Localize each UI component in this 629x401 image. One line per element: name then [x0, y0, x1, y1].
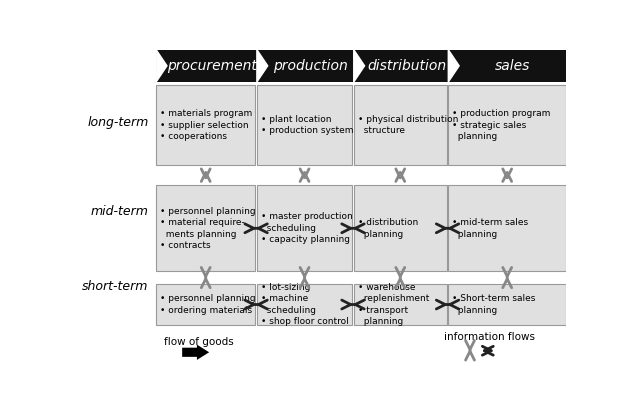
- Bar: [448, 185, 566, 271]
- Bar: [353, 284, 447, 325]
- Bar: [156, 85, 255, 165]
- Polygon shape: [257, 50, 268, 82]
- Text: mid-term: mid-term: [91, 205, 148, 218]
- Bar: [257, 284, 352, 325]
- Bar: [257, 85, 352, 165]
- Text: • plant location
• production system: • plant location • production system: [261, 115, 353, 136]
- Polygon shape: [156, 50, 167, 82]
- Text: production: production: [274, 59, 348, 73]
- Text: • physical distribution
  structure: • physical distribution structure: [358, 115, 458, 136]
- Text: flow of goods: flow of goods: [164, 337, 233, 347]
- Bar: [156, 50, 566, 82]
- Text: • warehouse
  replenishment
• transport
  planning: • warehouse replenishment • transport pl…: [358, 283, 429, 326]
- Bar: [156, 185, 255, 271]
- Polygon shape: [448, 50, 459, 82]
- Text: • mid-term sales
  planning: • mid-term sales planning: [452, 218, 528, 239]
- Text: short-term: short-term: [82, 280, 148, 293]
- Bar: [257, 185, 352, 271]
- Text: • master production
  scheduling
• capacity planning: • master production scheduling • capacit…: [261, 213, 352, 244]
- Bar: [156, 284, 255, 325]
- Text: sales: sales: [495, 59, 530, 73]
- Polygon shape: [353, 50, 365, 82]
- Text: • lot-sizing
• machine
  scheduling
• shop floor control: • lot-sizing • machine scheduling • shop…: [261, 283, 348, 326]
- Bar: [448, 284, 566, 325]
- Text: distribution: distribution: [367, 59, 446, 73]
- Bar: [353, 185, 447, 271]
- Text: information flows: information flows: [444, 332, 535, 342]
- Text: • distribution
  planning: • distribution planning: [358, 218, 418, 239]
- Text: long-term: long-term: [87, 115, 148, 129]
- Text: procurement: procurement: [167, 59, 257, 73]
- Text: • personnel planning
• ordering materials: • personnel planning • ordering material…: [160, 294, 255, 315]
- Text: • Short-term sales
  planning: • Short-term sales planning: [452, 294, 535, 315]
- Bar: [448, 85, 566, 165]
- Text: • materials program
• supplier selection
• cooperations: • materials program • supplier selection…: [160, 109, 252, 141]
- Text: • personnel planning
• material require-
  ments planning
• contracts: • personnel planning • material require-…: [160, 207, 255, 250]
- Text: • production program
• strategic sales
  planning: • production program • strategic sales p…: [452, 109, 550, 141]
- Bar: [353, 85, 447, 165]
